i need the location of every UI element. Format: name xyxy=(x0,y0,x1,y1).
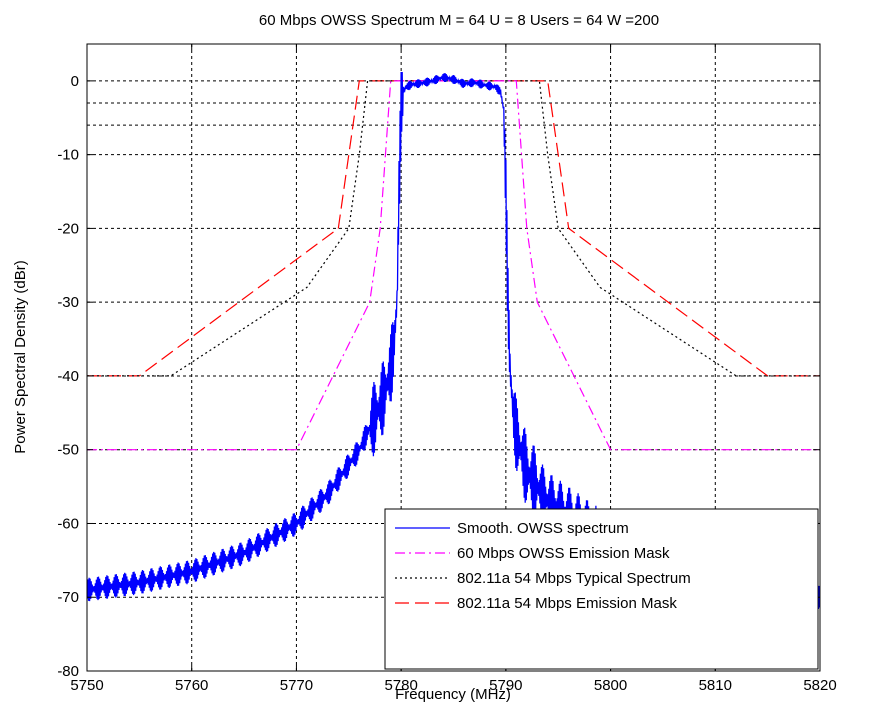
x-tick-label: 5800 xyxy=(594,677,627,694)
y-tick-label: -70 xyxy=(57,589,79,606)
y-tick-label: -10 xyxy=(57,147,79,164)
x-tick-labels: 5750 5760 5770 5780 5790 5800 5810 5820 xyxy=(70,677,836,694)
legend: Smooth. OWSS spectrum 60 Mbps OWSS Emissi… xyxy=(384,508,819,670)
y-tick-labels: 0 -10 -20 -30 -40 -50 -60 -70 -80 xyxy=(57,73,79,680)
legend-box xyxy=(384,508,819,670)
y-tick-label: 0 xyxy=(71,73,79,90)
y-tick-label: -40 xyxy=(57,368,79,385)
tick-marks xyxy=(86,44,821,672)
legend-label: 802.11a 54 Mbps Emission Mask xyxy=(457,595,677,612)
y-tick-label: -20 xyxy=(57,220,79,237)
legend-label: Smooth. OWSS spectrum xyxy=(457,520,629,537)
x-tick-label: 5750 xyxy=(70,677,103,694)
series-line-2 xyxy=(87,80,820,451)
legend-label: 802.11a 54 Mbps Typical Spectrum xyxy=(457,570,691,587)
chart-title: 60 Mbps OWSS Spectrum M = 64 U = 8 Users… xyxy=(259,12,659,29)
y-tick-label: -30 xyxy=(57,294,79,311)
y-tick-label: -80 xyxy=(57,663,79,680)
plot-frame xyxy=(86,43,821,672)
y-axis-label: Power Spectral Density (dBr) xyxy=(12,260,29,453)
legend-label: 60 Mbps OWSS Emission Mask xyxy=(457,545,670,562)
x-tick-label: 5790 xyxy=(489,677,522,694)
x-axis-label: Frequency (MHz) xyxy=(395,686,511,703)
x-tick-label: 5810 xyxy=(699,677,732,694)
x-tick-label: 5770 xyxy=(280,677,313,694)
x-tick-label: 5820 xyxy=(803,677,836,694)
x-tick-label: 5760 xyxy=(175,677,208,694)
x-tick-label: 5780 xyxy=(384,677,417,694)
y-tick-label: -50 xyxy=(57,442,79,459)
y-tick-label: -60 xyxy=(57,515,79,532)
